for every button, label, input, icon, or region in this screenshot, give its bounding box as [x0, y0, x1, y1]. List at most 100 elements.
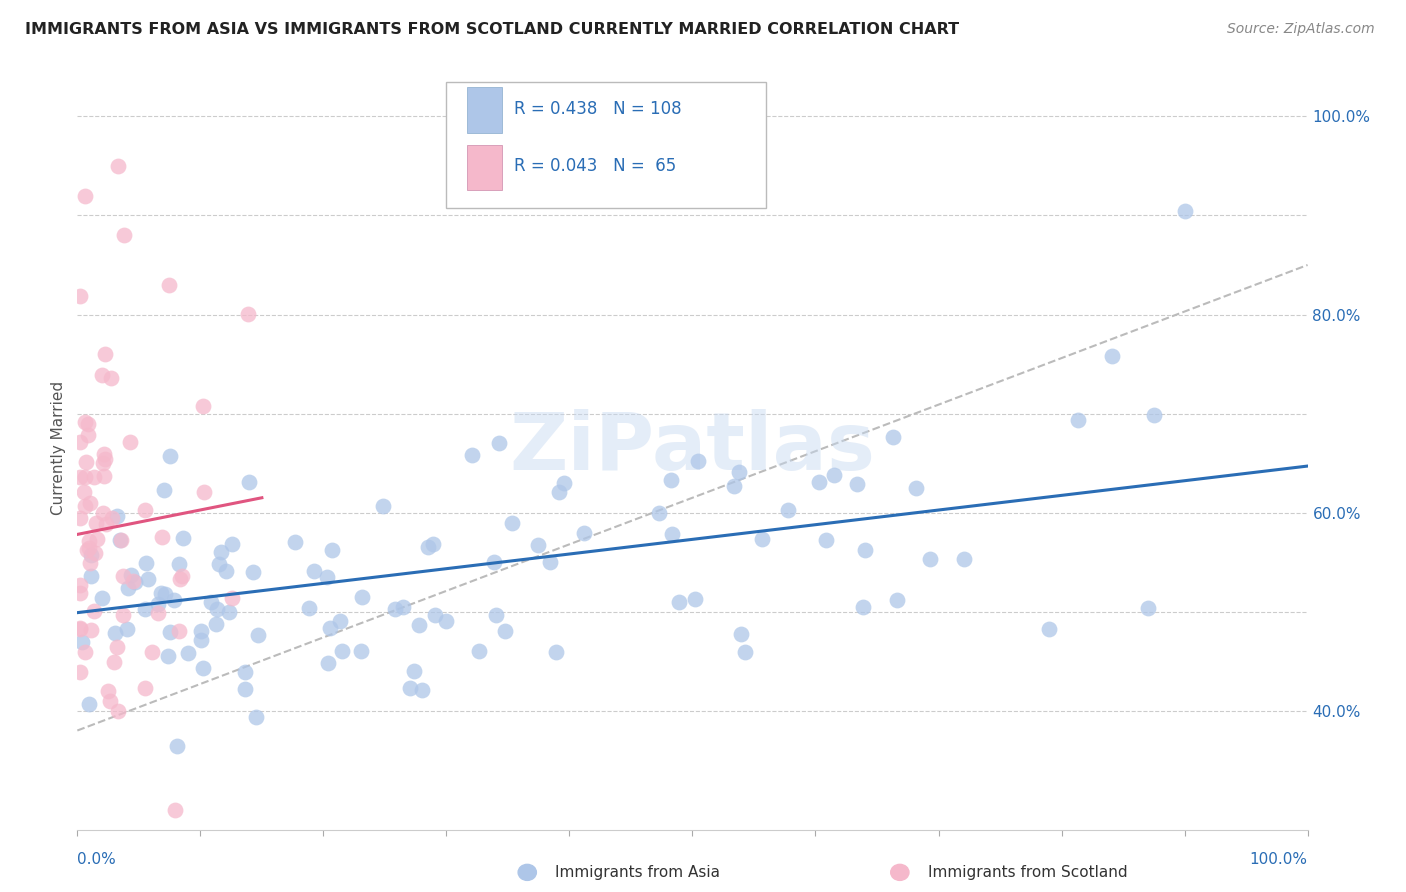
Point [111, 608, 134, 623]
Point [751, 533, 773, 547]
Point [77, 534, 100, 549]
Point [298, 601, 321, 615]
Point [233, 682, 256, 697]
Point [418, 540, 440, 554]
Point [538, 555, 561, 569]
Point [157, 277, 180, 292]
Point [574, 525, 596, 540]
Point [214, 564, 236, 578]
Point [69, 665, 91, 679]
Point [136, 572, 159, 586]
Point [434, 615, 457, 629]
Point [238, 475, 260, 489]
Point [245, 710, 267, 724]
Text: 0.0%: 0.0% [77, 852, 117, 867]
Point [98, 694, 121, 708]
Point [384, 602, 406, 616]
Point [411, 682, 433, 697]
Point [1174, 203, 1197, 218]
Point [75, 499, 97, 513]
Point [86, 533, 108, 547]
Point [107, 704, 129, 718]
Point [93, 468, 115, 483]
Point [69, 288, 91, 302]
Point [134, 602, 156, 616]
Point [80, 568, 103, 582]
Point [73, 188, 96, 202]
Text: ZiPatlas: ZiPatlas [509, 409, 876, 487]
Point [110, 533, 132, 547]
Point [548, 485, 571, 500]
Point [79, 557, 101, 571]
Point [108, 533, 131, 547]
Bar [467, 145, 502, 191]
Point [73, 645, 96, 659]
Point [218, 605, 240, 619]
Point [527, 538, 550, 552]
Point [163, 592, 186, 607]
Point [79, 697, 101, 711]
Point [75, 455, 97, 469]
Point [734, 645, 756, 659]
Point [647, 506, 669, 520]
Point [408, 618, 430, 632]
Point [316, 570, 339, 584]
Point [69, 470, 91, 484]
Point [94, 347, 117, 361]
Point [84, 546, 107, 560]
Point [238, 307, 260, 321]
Point [141, 645, 163, 659]
Point [149, 585, 172, 599]
Point [852, 600, 875, 615]
Point [150, 530, 173, 544]
Point [190, 624, 212, 638]
Point [90, 591, 112, 605]
Point [156, 649, 179, 664]
Point [553, 476, 575, 491]
Point [134, 502, 156, 516]
Point [1101, 350, 1123, 364]
Point [76, 417, 98, 431]
Point [425, 607, 447, 622]
Point [69, 511, 91, 525]
Point [146, 606, 169, 620]
Point [815, 533, 838, 547]
Point [191, 661, 214, 675]
Point [304, 564, 326, 578]
Point [399, 681, 422, 696]
Text: Source: ZipAtlas.com: Source: ZipAtlas.com [1227, 22, 1375, 37]
Point [776, 503, 799, 517]
Point [284, 534, 307, 549]
Point [329, 614, 352, 628]
Point [134, 681, 156, 695]
Point [172, 569, 194, 583]
Point [190, 632, 212, 647]
Point [83, 470, 105, 484]
Point [209, 545, 232, 559]
Point [172, 531, 194, 545]
Point [723, 478, 745, 492]
Point [845, 476, 868, 491]
Point [905, 481, 928, 495]
Point [124, 575, 146, 590]
Point [69, 586, 91, 600]
Point [659, 474, 682, 488]
Point [882, 430, 904, 444]
Point [501, 516, 523, 531]
Point [117, 582, 139, 596]
Point [83, 604, 105, 618]
Point [97, 684, 120, 698]
Point [544, 645, 567, 659]
Point [204, 616, 226, 631]
Point [80, 623, 103, 637]
Point [350, 590, 373, 604]
Point [69, 620, 91, 634]
Point [205, 601, 228, 615]
Point [661, 527, 683, 541]
Point [105, 640, 128, 655]
Point [468, 644, 491, 658]
Point [404, 665, 426, 679]
Point [73, 415, 96, 429]
Point [166, 739, 188, 754]
Point [1136, 601, 1159, 615]
